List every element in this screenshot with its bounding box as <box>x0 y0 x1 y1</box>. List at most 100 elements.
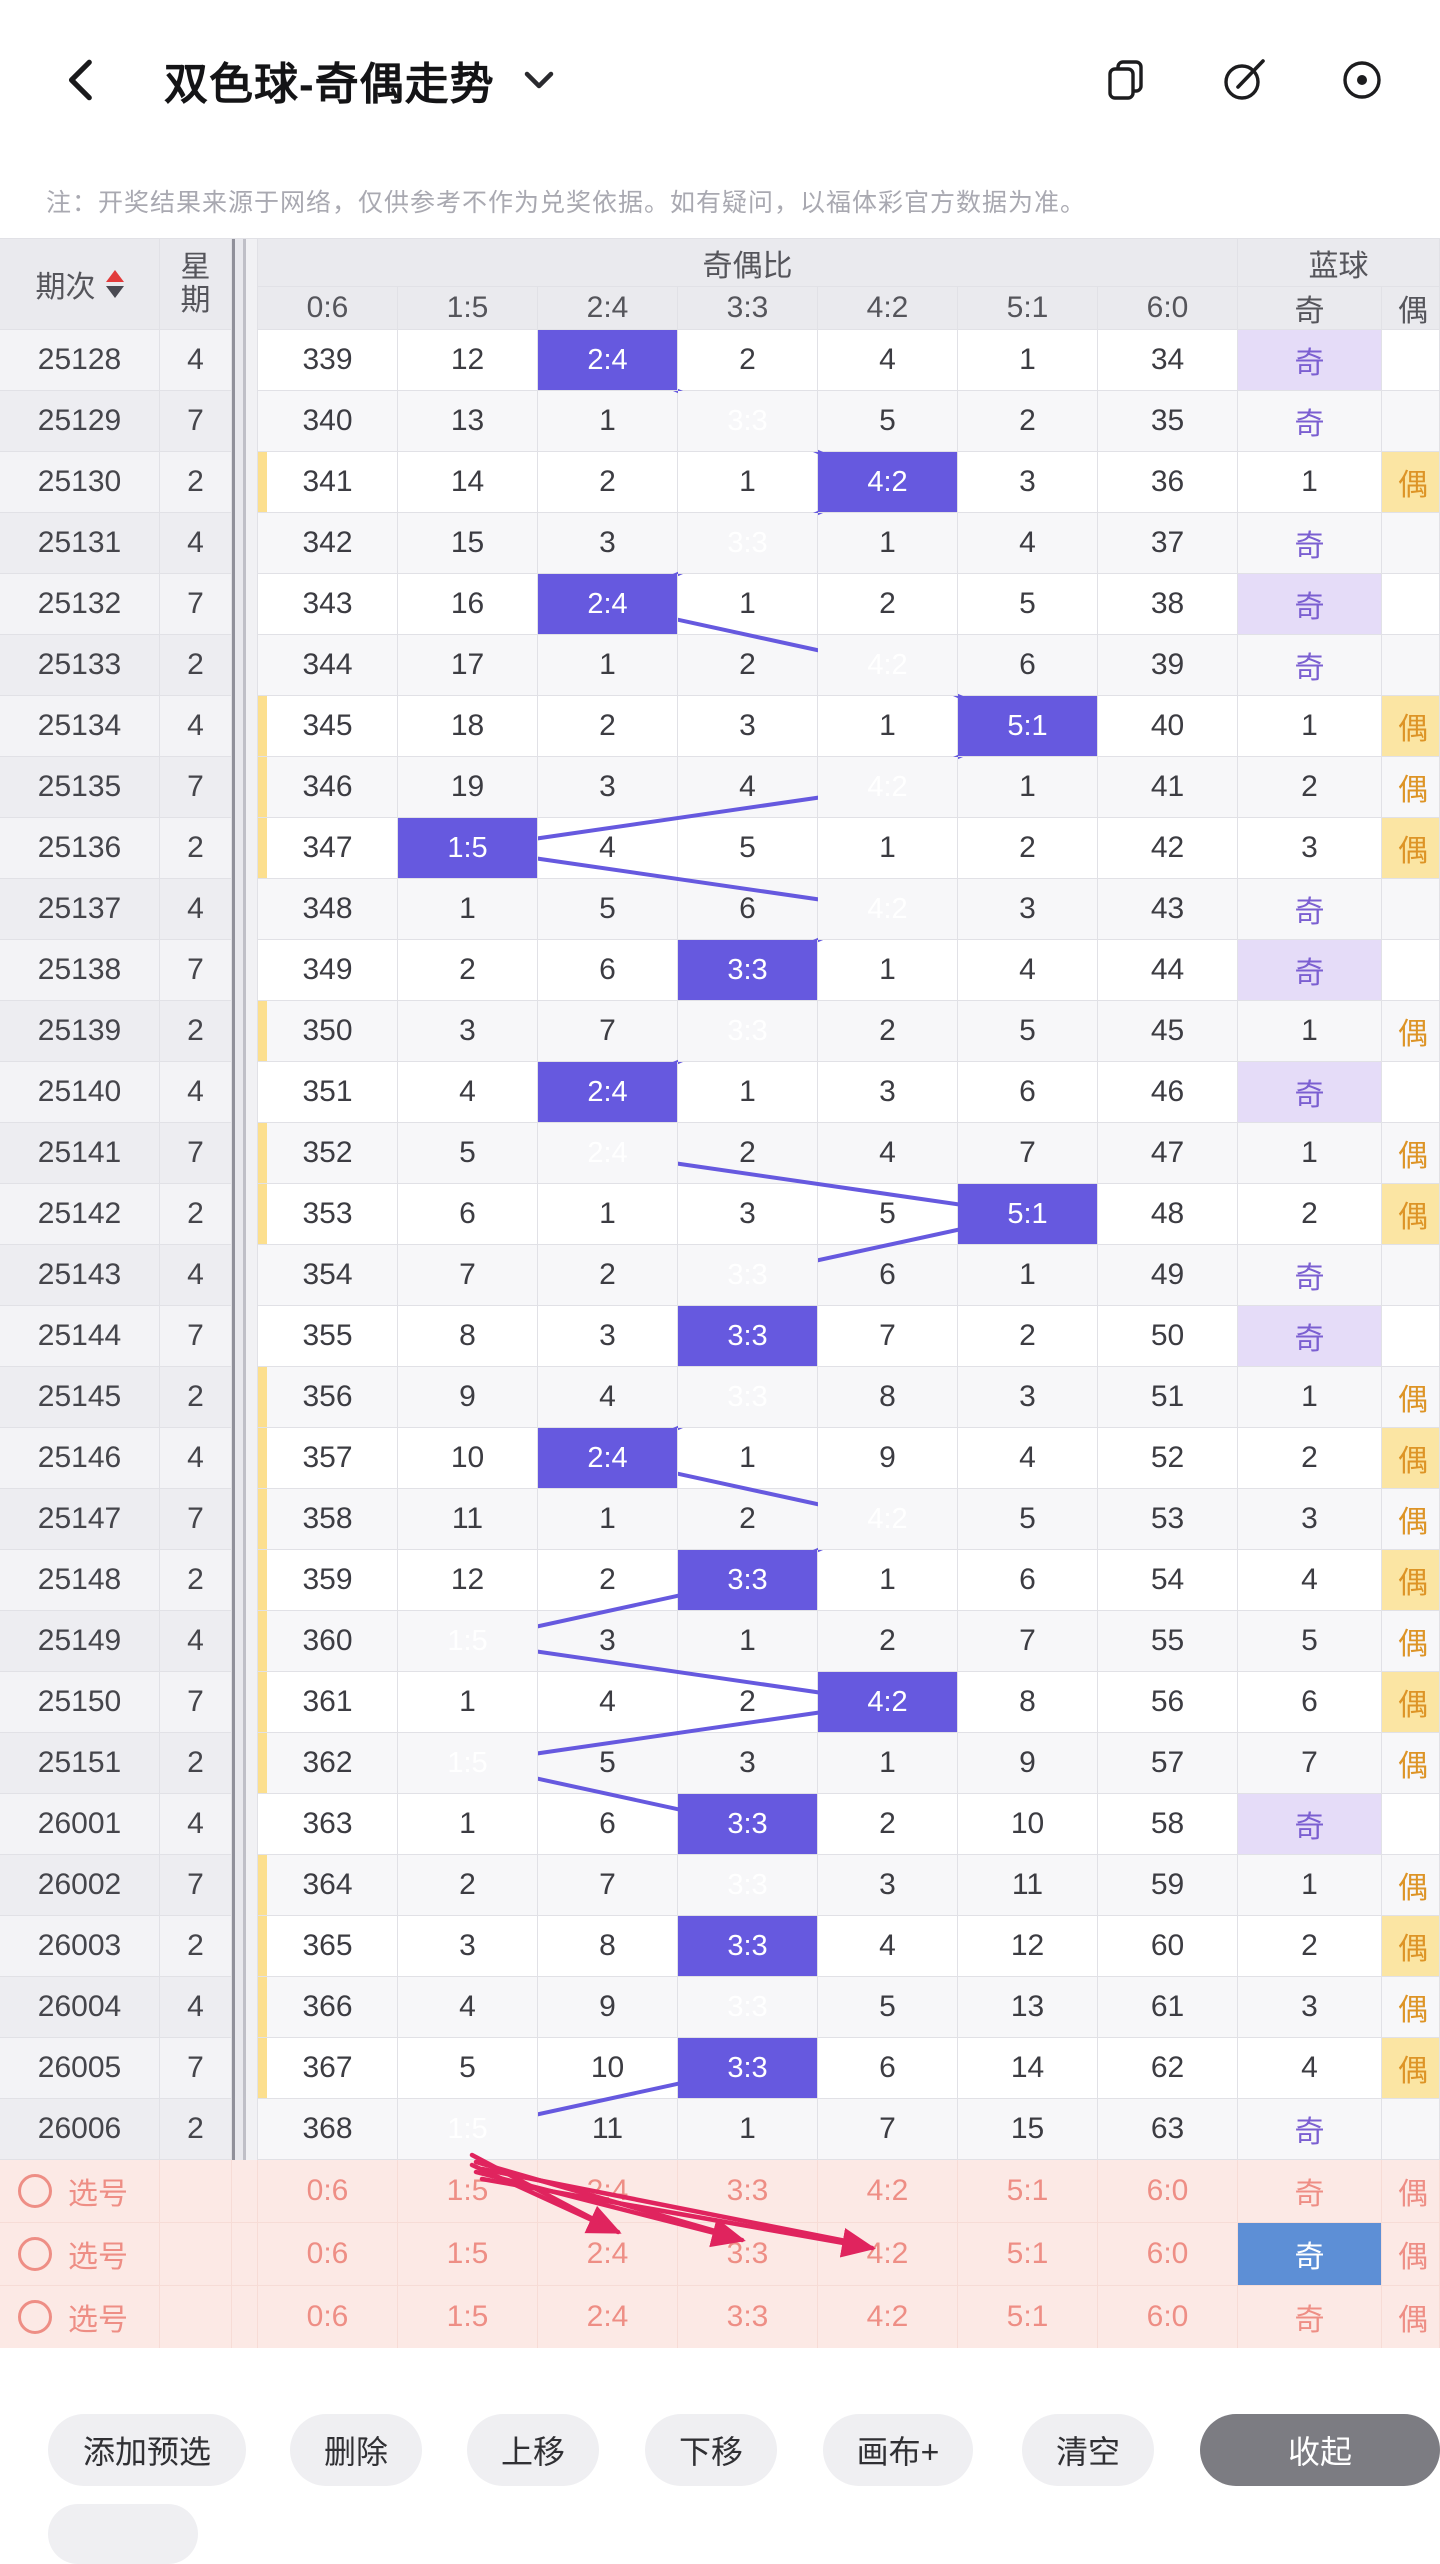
ratio-miss-cell: 2 <box>538 696 678 757</box>
blue-even-cell: 偶 <box>1382 1367 1440 1428</box>
ratio-miss-cell: 5 <box>958 1489 1098 1550</box>
back-icon[interactable] <box>58 55 108 105</box>
selection-ratio-cell[interactable]: 4:2 <box>818 2286 958 2349</box>
ratio-miss-cell: 2 <box>678 1489 818 1550</box>
ratio-miss-cell: 1 <box>678 2099 818 2160</box>
ratio-hit-cell: 2:4 <box>538 1428 678 1489</box>
ratio-miss-cell: 10 <box>538 2038 678 2099</box>
ratio-hit-cell: 2:4 <box>538 330 678 391</box>
selection-ratio-cell[interactable]: 1:5 <box>398 2223 538 2286</box>
ratio-miss-cell: 40 <box>1098 696 1238 757</box>
ratio-miss-cell: 49 <box>1098 1245 1238 1306</box>
weekday-cell: 4 <box>160 1977 232 2038</box>
ratio-hit-cell: 5:1 <box>958 1184 1098 1245</box>
strip-cell <box>232 574 258 635</box>
selection-label: 选号 <box>68 2241 128 2274</box>
blue-ball-cell: 奇 <box>1238 330 1382 391</box>
ratio-miss-cell: 58 <box>1098 1794 1238 1855</box>
ratio-miss-cell: 10 <box>398 1428 538 1489</box>
move-up-button[interactable]: 上移 <box>467 2414 599 2486</box>
selection-ratio-cell[interactable]: 5:1 <box>958 2223 1098 2286</box>
column-header-period[interactable]: 期次 <box>0 239 160 330</box>
selection-ratio-cell[interactable]: 0:6 <box>258 2223 398 2286</box>
blue-even-cell <box>1382 1062 1440 1123</box>
selection-even-cell[interactable]: 偶 <box>1382 2160 1440 2223</box>
app-header: 双色球-奇偶走势 <box>0 0 1440 160</box>
blue-even-cell <box>1382 1794 1440 1855</box>
blue-even-cell: 偶 <box>1382 1733 1440 1794</box>
selection-row-label[interactable]: 选号 <box>0 2160 160 2223</box>
sort-asc-icon <box>105 270 124 282</box>
blue-even-cell: 偶 <box>1382 1184 1440 1245</box>
selection-ratio-cell[interactable]: 5:1 <box>958 2160 1098 2223</box>
ratio-miss-cell: 2 <box>818 574 958 635</box>
ratio-miss-cell: 8 <box>818 1367 958 1428</box>
radio-circle-icon[interactable] <box>18 2300 52 2334</box>
strip-cell <box>232 1794 258 1855</box>
period-cell: 25130 <box>0 452 160 513</box>
selection-even-cell[interactable]: 偶 <box>1382 2286 1440 2349</box>
selection-ratio-cell[interactable]: 5:1 <box>958 2286 1098 2349</box>
partial-button[interactable] <box>48 2504 198 2564</box>
blue-ball-cell: 奇 <box>1238 1794 1382 1855</box>
selection-ratio-cell[interactable]: 4:2 <box>818 2160 958 2223</box>
selection-blue-cell[interactable]: 奇 <box>1238 2160 1382 2223</box>
blue-ball-cell: 5 <box>1238 1611 1382 1672</box>
selection-ratio-cell[interactable]: 2:4 <box>538 2223 678 2286</box>
weekday-cell: 4 <box>160 1245 232 1306</box>
selection-ratio-cell[interactable]: 3:3 <box>678 2286 818 2349</box>
canvas-button[interactable]: 画布+ <box>823 2414 973 2486</box>
selection-even-cell[interactable]: 偶 <box>1382 2223 1440 2286</box>
week-header-label: 星期 <box>180 251 211 317</box>
selection-row-label[interactable]: 选号 <box>0 2223 160 2286</box>
ratio-miss-cell: 4 <box>958 940 1098 1001</box>
selection-ratio-cell[interactable]: 3:3 <box>678 2223 818 2286</box>
selection-ratio-cell[interactable]: 0:6 <box>258 2286 398 2349</box>
weekday-cell: 2 <box>160 1733 232 1794</box>
ratio-miss-cell: 7 <box>958 1611 1098 1672</box>
selection-ratio-cell[interactable]: 6:0 <box>1098 2160 1238 2223</box>
record-icon[interactable] <box>1338 56 1386 104</box>
selection-ratio-cell[interactable]: 1:5 <box>398 2160 538 2223</box>
selection-ratio-cell[interactable]: 6:0 <box>1098 2286 1238 2349</box>
radio-circle-icon[interactable] <box>18 2174 52 2208</box>
selection-ratio-cell[interactable]: 1:5 <box>398 2286 538 2349</box>
selection-ratio-cell[interactable]: 6:0 <box>1098 2223 1238 2286</box>
selection-ratio-cell[interactable]: 0:6 <box>258 2160 398 2223</box>
ratio-column-header-6-0: 6:0 <box>1098 287 1238 330</box>
move-down-button[interactable]: 下移 <box>645 2414 777 2486</box>
ratio-miss-cell: 34 <box>1098 330 1238 391</box>
period-cell: 26004 <box>0 1977 160 2038</box>
column-header-week: 星期 <box>160 239 232 330</box>
delete-button[interactable]: 删除 <box>290 2414 422 2486</box>
ratio-miss-cell: 4 <box>538 1367 678 1428</box>
selection-ratio-cell[interactable]: 2:4 <box>538 2160 678 2223</box>
blue-even-cell: 偶 <box>1382 1916 1440 1977</box>
ratio-miss-cell: 345 <box>258 696 398 757</box>
weekday-cell: 7 <box>160 2038 232 2099</box>
clear-button[interactable]: 清空 <box>1022 2414 1154 2486</box>
radio-circle-icon[interactable] <box>18 2237 52 2271</box>
ratio-miss-cell: 1 <box>818 1733 958 1794</box>
weekday-cell: 2 <box>160 1184 232 1245</box>
ratio-miss-cell: 50 <box>1098 1306 1238 1367</box>
collapse-button[interactable]: 收起 <box>1200 2414 1440 2486</box>
selection-ratio-cell[interactable]: 2:4 <box>538 2286 678 2349</box>
ratio-miss-cell: 41 <box>1098 757 1238 818</box>
selection-blue-cell[interactable]: 奇 <box>1238 2286 1382 2349</box>
page-title-dropdown[interactable]: 双色球-奇偶走势 <box>164 48 555 112</box>
ratio-miss-cell: 2 <box>958 1306 1098 1367</box>
selection-ratio-cell[interactable]: 4:2 <box>818 2223 958 2286</box>
selection-row-label[interactable]: 选号 <box>0 2286 160 2349</box>
window-switch-icon[interactable] <box>1102 56 1150 104</box>
ratio-miss-cell: 3 <box>958 452 1098 513</box>
period-cell: 25147 <box>0 1489 160 1550</box>
selection-ratio-cell[interactable]: 3:3 <box>678 2160 818 2223</box>
ratio-miss-cell: 4 <box>818 1123 958 1184</box>
strip-cell <box>232 1611 258 1672</box>
compose-icon[interactable] <box>1220 56 1268 104</box>
ratio-miss-cell: 363 <box>258 1794 398 1855</box>
selection-blue-cell[interactable]: 奇 <box>1238 2223 1382 2286</box>
add-preselect-button[interactable]: 添加预选 <box>48 2414 246 2486</box>
ratio-hit-cell: 3:3 <box>678 1977 818 2038</box>
